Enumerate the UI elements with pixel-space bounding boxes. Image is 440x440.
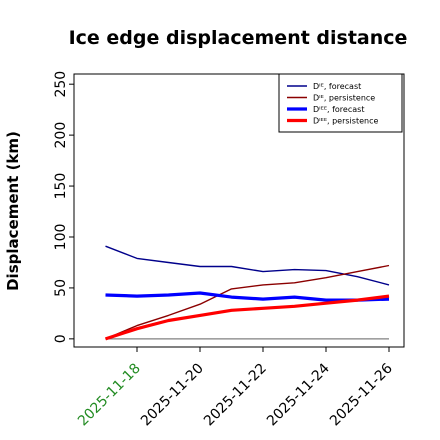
x-tick-label: 2025-11-20 (138, 361, 207, 430)
x-tick-label: 2025-11-26 (327, 360, 396, 429)
legend: Dᴵᴱ, forecast Dᴵᴱ, persistence Dᴵᴱᴱ, forec… (278, 73, 403, 133)
legend-label-4: Dᴵᴱᴱ, persistence (313, 117, 378, 126)
plot-area (73, 73, 405, 348)
legend-label-1: Dᴵᴱ, forecast (313, 82, 361, 91)
y-tick-label: 50 (53, 279, 69, 297)
series-line-4 (105, 294, 390, 341)
legend-label-2: Dᴵᴱ, persistence (313, 94, 375, 103)
y-tick-label: 250 (53, 71, 69, 98)
series-line-1 (105, 245, 390, 286)
series-line-2 (105, 264, 390, 340)
y-axis-label: Displacement (km) (4, 131, 22, 291)
chart-title: Ice edge displacement distance (69, 27, 408, 49)
y-tick-label: 200 (53, 122, 69, 149)
y-tick-label: 100 (53, 224, 69, 251)
legend-label-3: Dᴵᴱᴱ, forecast (313, 105, 364, 114)
x-tick-label: 2025-11-18 (75, 361, 144, 430)
legend-box (278, 73, 403, 133)
y-tick-label: 150 (53, 173, 69, 200)
x-tick-label: 2025-11-24 (264, 360, 333, 429)
series-line-3 (105, 291, 390, 302)
x-tick-label: 2025-11-22 (201, 361, 270, 430)
y-tick-label: 0 (53, 334, 69, 343)
